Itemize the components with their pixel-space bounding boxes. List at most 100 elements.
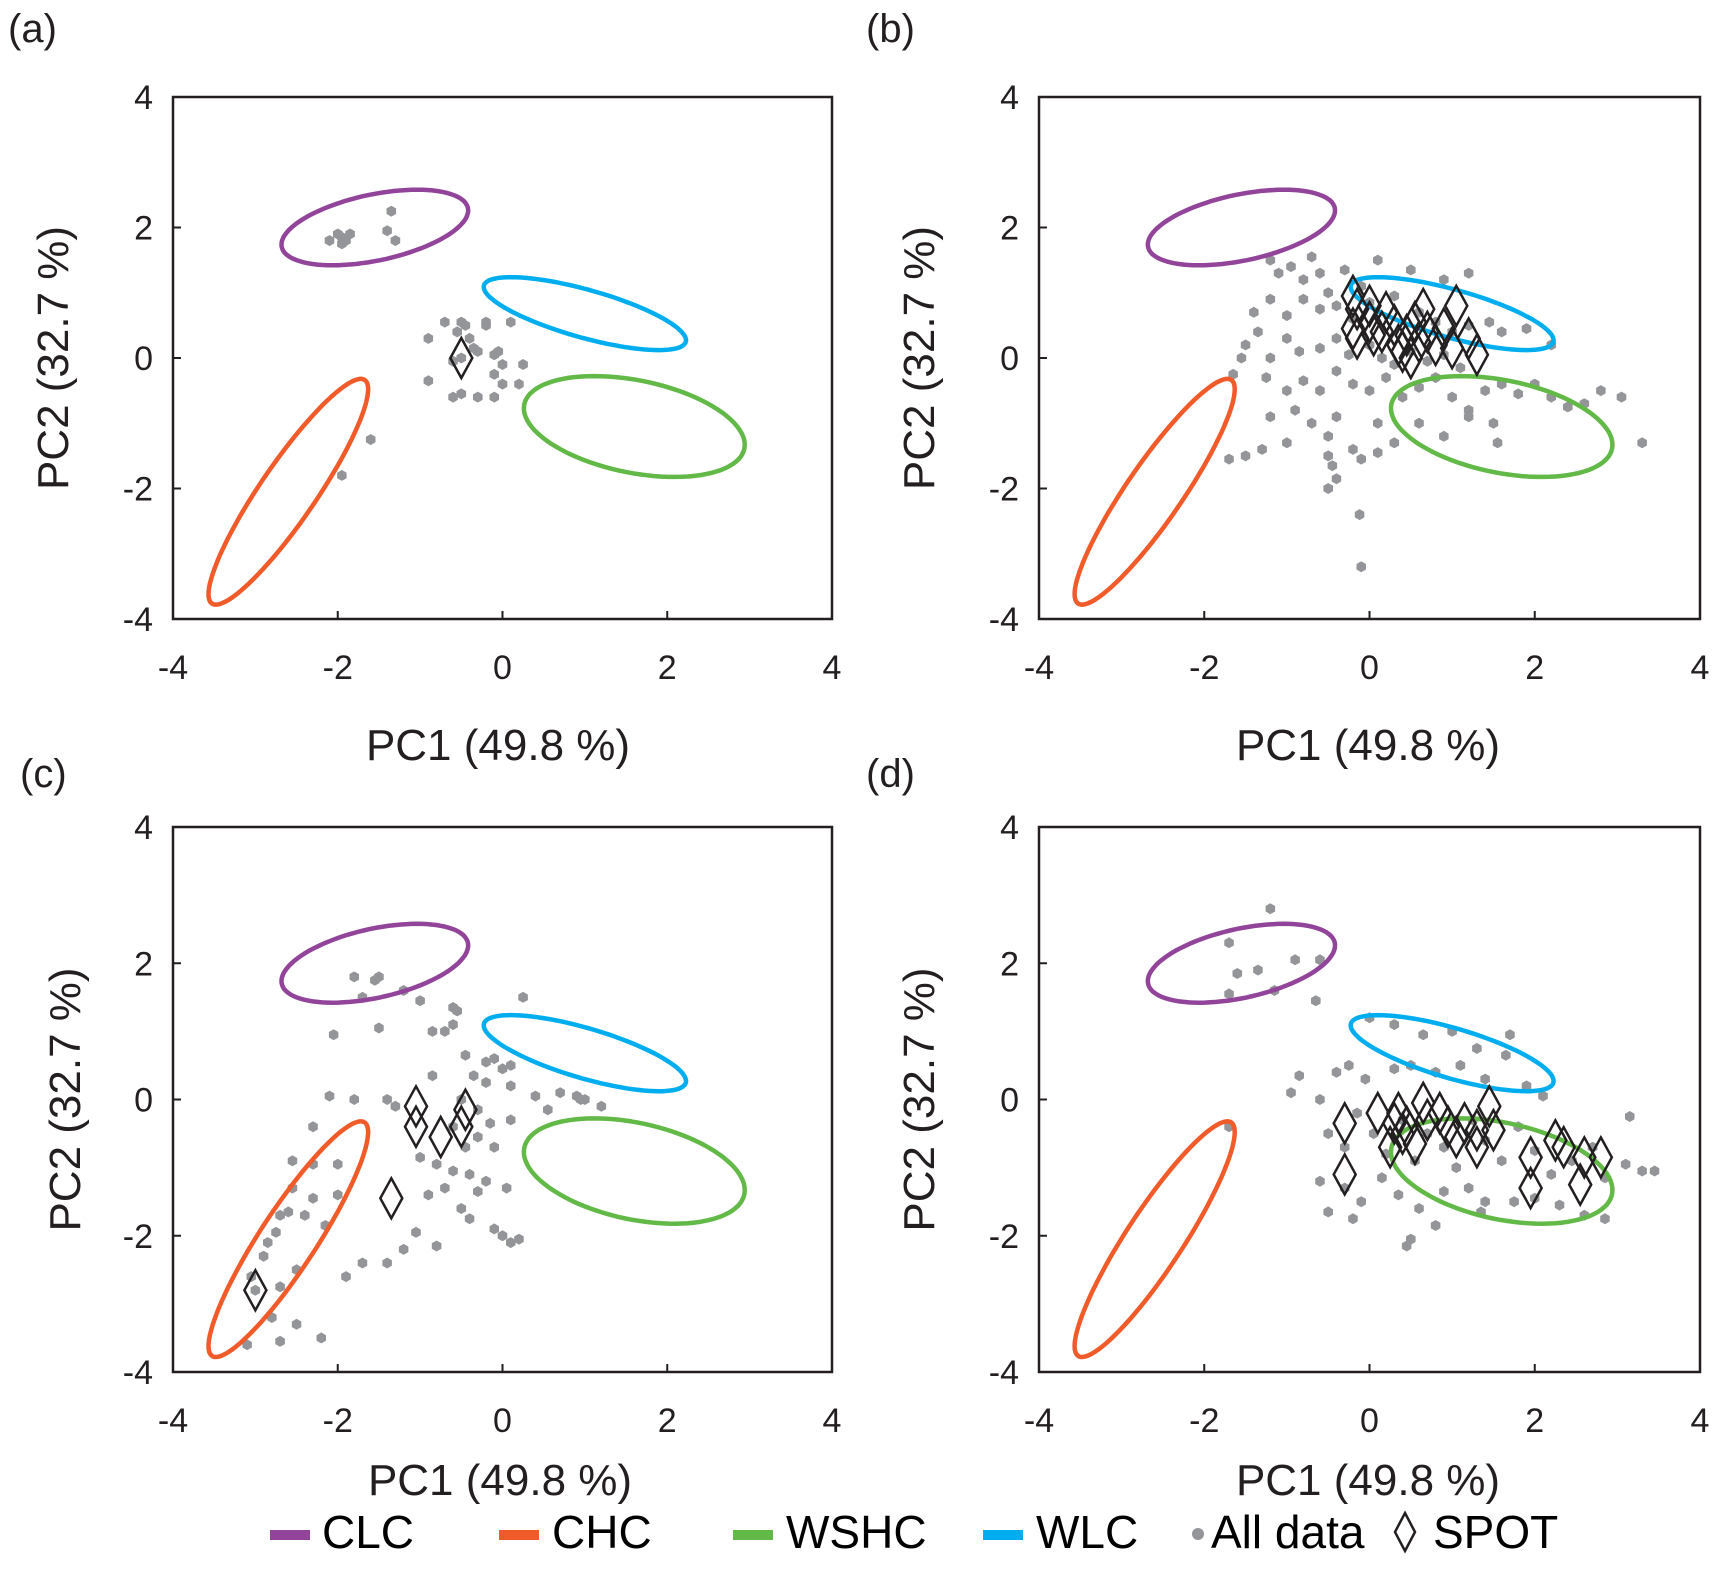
data-point <box>497 1230 508 1242</box>
all-data-points <box>1224 251 1647 573</box>
data-point <box>1364 385 1375 397</box>
data-point <box>506 1080 516 1092</box>
y-tick-label: 4 <box>134 79 153 117</box>
data-point <box>1236 352 1247 364</box>
y-axis-label: PC2 (32.7 %) <box>29 226 78 490</box>
y-tick-label: 2 <box>1000 210 1019 248</box>
panel-label: (d) <box>866 752 915 796</box>
data-point <box>506 1059 516 1071</box>
data-point <box>1232 968 1243 979</box>
data-point <box>1311 995 1321 1007</box>
data-point <box>365 434 376 446</box>
data-point <box>1406 264 1416 276</box>
data-point <box>1315 267 1325 279</box>
data-point <box>1315 954 1325 966</box>
y-tick-label: -2 <box>123 471 153 509</box>
data-point <box>1339 1141 1350 1153</box>
data-point <box>468 1070 479 1082</box>
data-point <box>382 1257 392 1269</box>
data-point <box>514 1233 524 1245</box>
data-point <box>1224 937 1234 949</box>
y-tick-label: -4 <box>123 601 153 639</box>
data-point <box>1480 1073 1490 1085</box>
data-point <box>258 1250 269 1262</box>
y-axis-label: PC2 (32.7 %) <box>895 967 944 1231</box>
data-point <box>398 1243 409 1255</box>
data-point <box>506 1114 516 1126</box>
x-tick-label: 2 <box>658 1402 677 1440</box>
y-tick-label: 0 <box>1000 340 1019 378</box>
spot-marker <box>1402 299 1428 345</box>
spot-marker <box>1464 1107 1490 1153</box>
ellipse-chc <box>206 376 371 607</box>
y-tick-label: 0 <box>134 340 153 378</box>
data-point <box>1513 388 1523 400</box>
plot-frame <box>1037 95 1702 621</box>
ellipse-chc <box>1072 376 1237 607</box>
data-point <box>291 1318 302 1330</box>
data-point <box>1298 274 1309 286</box>
data-point <box>242 1339 252 1351</box>
data-point <box>1389 1063 1400 1075</box>
ellipse-chc <box>206 1119 371 1360</box>
data-point <box>501 1182 512 1194</box>
data-point <box>497 378 508 390</box>
all-data-points <box>324 205 528 481</box>
data-point <box>489 1223 499 1235</box>
data-point <box>518 991 528 1003</box>
data-point <box>1265 254 1276 266</box>
y-tick-label: -4 <box>989 1354 1019 1392</box>
y-tick-label: 0 <box>1000 1082 1019 1120</box>
spot-marker <box>1377 1124 1403 1170</box>
data-point <box>1253 964 1263 976</box>
data-point <box>1352 1107 1362 1119</box>
data-point <box>440 316 450 328</box>
data-point <box>386 205 397 217</box>
legend-item-wlc: WLC <box>983 1506 1138 1558</box>
data-point <box>1455 1059 1466 1071</box>
data-point <box>489 1053 499 1065</box>
data-point <box>328 1029 339 1041</box>
y-tick-label: 2 <box>134 945 153 983</box>
legend-item-all-data: All data <box>1192 1506 1365 1558</box>
panel-c: (c) -4 -2 0 2 4 -4 -2 0 2 4 PC1 (49.8 %) PC2 (32.7 %… <box>20 752 841 1505</box>
ellipse-wlc <box>1348 1012 1556 1094</box>
data-point <box>390 1100 401 1112</box>
data-point <box>1344 349 1354 361</box>
data-point <box>1430 1220 1441 1231</box>
spot-marker <box>1481 1107 1506 1153</box>
x-tick-label: 2 <box>1525 649 1544 687</box>
legend-swatch <box>499 1530 539 1540</box>
spot-markers <box>1332 1080 1614 1211</box>
data-point <box>530 1090 541 1102</box>
legend-swatch <box>270 1530 310 1540</box>
legend-label: All data <box>1211 1506 1365 1558</box>
x-tick-label: -4 <box>1024 1402 1054 1440</box>
x-tick-label: -2 <box>1189 1402 1219 1440</box>
data-point <box>473 346 483 357</box>
data-point <box>1377 352 1387 364</box>
data-point <box>431 1158 442 1170</box>
data-point <box>1323 1206 1333 1218</box>
spot-marker <box>403 1104 429 1150</box>
class-ellipses <box>1072 921 1615 1360</box>
data-point <box>1401 1240 1412 1252</box>
x-tick-label: -4 <box>158 1402 188 1440</box>
data-point <box>1348 443 1358 455</box>
data-point <box>1496 326 1507 338</box>
x-tick-label: -4 <box>158 649 188 687</box>
data-point <box>1373 254 1383 266</box>
data-point <box>423 332 434 344</box>
data-point <box>1331 365 1342 377</box>
data-point <box>1323 450 1333 462</box>
spot-marker <box>1542 1117 1568 1163</box>
data-point <box>1625 1111 1635 1122</box>
legend-item-wshc: WSHC <box>733 1506 927 1558</box>
data-point <box>1323 287 1333 299</box>
data-point <box>448 391 458 403</box>
ellipse-clc <box>1145 921 1338 1005</box>
data-point <box>1505 1029 1515 1041</box>
legend-item-clc: CLC <box>270 1506 414 1558</box>
data-point <box>1397 391 1408 403</box>
